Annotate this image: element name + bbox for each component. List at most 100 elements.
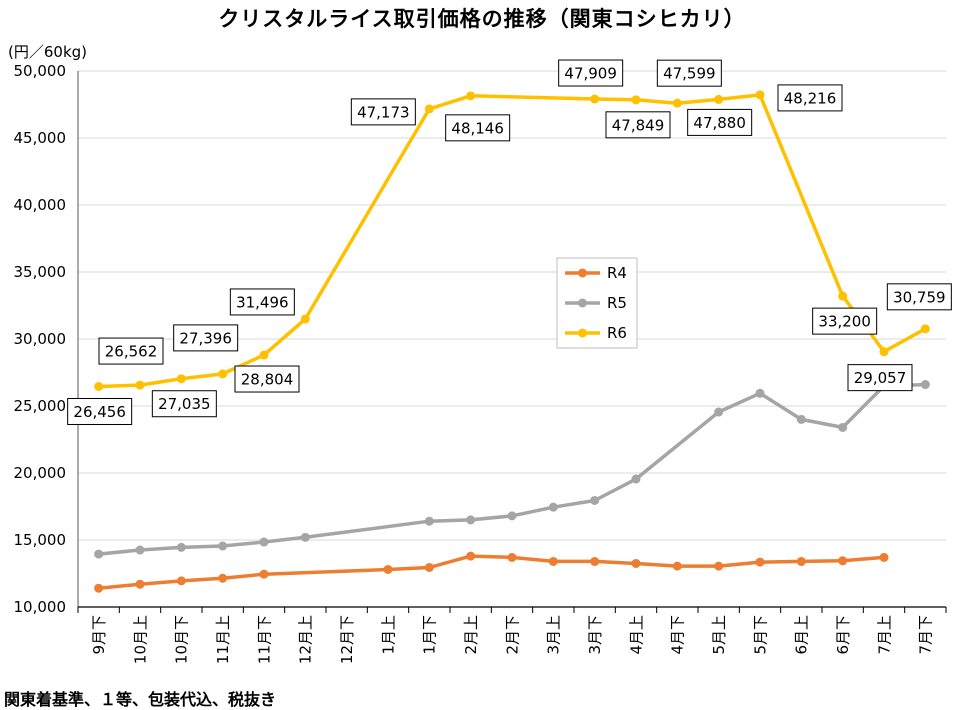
- x-tick-label: 2月上: [462, 615, 480, 655]
- data-point-R6: [755, 90, 765, 100]
- data-point-R6: [259, 350, 269, 360]
- x-tick-label: 10月上: [131, 615, 149, 664]
- data-point-R6: [176, 374, 186, 384]
- data-label-box: [350, 98, 416, 126]
- x-tick-label: 4月上: [627, 615, 645, 655]
- data-label-text: 29,057: [854, 369, 907, 387]
- data-point-R5: [631, 474, 641, 484]
- data-point-R4: [383, 564, 393, 574]
- data-label: 47,909: [558, 59, 624, 87]
- data-label: 30,759: [886, 283, 952, 311]
- x-tick-label: 1月下: [421, 615, 439, 655]
- x-tick-label: 2月下: [503, 615, 521, 655]
- data-point-R4: [796, 556, 806, 566]
- data-label-box: [173, 324, 239, 352]
- data-point-R6: [672, 98, 682, 108]
- data-label-text: 47,909: [564, 65, 617, 83]
- data-labels: 26,456 26,562 27,035 27,396 28,804 31,496 47,1…: [67, 59, 952, 425]
- x-tick-label: 11月上: [214, 615, 232, 664]
- x-tick-label: 12月上: [297, 615, 315, 664]
- legend-label: R4: [607, 264, 627, 282]
- x-tick-label: 6月上: [793, 615, 811, 655]
- data-label: 47,173: [350, 98, 416, 126]
- data-point-R5: [424, 516, 434, 526]
- legend-item-R5: R5: [565, 294, 627, 312]
- legend-item-R4: R4: [565, 264, 627, 282]
- data-label: 27,396: [173, 324, 239, 352]
- data-point-R5: [796, 414, 806, 424]
- series-R4: [94, 551, 889, 593]
- data-label-box: [234, 365, 300, 393]
- data-label-text: 26,562: [105, 343, 158, 361]
- data-label-text: 28,804: [241, 371, 294, 389]
- data-point-R6: [300, 314, 310, 324]
- data-label-text: 27,035: [158, 395, 211, 413]
- y-tick-label: 50,000: [14, 62, 67, 80]
- x-tick-label: 10月下: [173, 615, 191, 664]
- data-label-box: [151, 390, 217, 418]
- legend-label: R5: [607, 294, 627, 312]
- y-tick-label: 20,000: [14, 464, 67, 482]
- y-tick-label: 30,000: [14, 330, 67, 348]
- data-label-text: 33,200: [818, 313, 871, 331]
- data-point-R4: [466, 551, 476, 561]
- data-point-R5: [507, 511, 517, 521]
- data-point-R5: [218, 541, 228, 551]
- data-point-R6: [920, 324, 930, 334]
- data-label-text: 27,396: [179, 329, 232, 347]
- gridlines: [78, 70, 946, 541]
- data-point-R4: [259, 569, 269, 579]
- data-label-box: [777, 84, 843, 112]
- axes: 10,000 15,000 20,000 25,000 30,000 35,000 40,0…: [14, 62, 947, 664]
- data-point-R4: [424, 562, 434, 572]
- data-label: 48,146: [445, 114, 511, 142]
- x-tick-label: 9月下: [90, 615, 108, 655]
- data-point-R5: [755, 388, 765, 398]
- data-point-R5: [920, 380, 930, 390]
- data-point-R5: [590, 495, 600, 505]
- data-label-box: [98, 337, 164, 365]
- legend-marker-swatch: [578, 268, 587, 278]
- footnote: 関東着基準、１等、包装代込、税抜き: [4, 690, 277, 709]
- data-label-box: [886, 283, 952, 311]
- data-label-box: [687, 108, 753, 136]
- data-label: 26,456: [67, 397, 133, 425]
- data-point-R6: [466, 91, 476, 101]
- data-label-text: 47,173: [357, 103, 410, 121]
- data-label-text: 31,496: [236, 293, 289, 311]
- series-line-R4: [96, 554, 886, 590]
- data-label: 29,057: [847, 364, 913, 392]
- data-label: 47,599: [656, 59, 722, 87]
- data-point-R5: [714, 407, 724, 417]
- data-point-R4: [714, 561, 724, 571]
- series-R6: [94, 90, 930, 391]
- y-tick-label: 40,000: [14, 196, 67, 214]
- x-tick-label: 12月下: [338, 615, 356, 664]
- data-point-R4: [135, 579, 145, 589]
- series-layer: [94, 90, 930, 593]
- data-point-R6: [714, 94, 724, 104]
- data-label-text: 30,759: [893, 288, 946, 306]
- data-point-R5: [135, 545, 145, 555]
- data-point-R6: [590, 94, 600, 104]
- series-R5: [94, 380, 930, 559]
- data-point-R5: [466, 515, 476, 525]
- data-label-text: 48,216: [784, 89, 837, 107]
- x-tick-label: 11月下: [255, 615, 273, 664]
- data-label: 47,849: [605, 111, 671, 139]
- data-point-R4: [755, 557, 765, 567]
- data-point-R5: [176, 542, 186, 552]
- y-tick-label: 45,000: [14, 129, 67, 147]
- data-point-R4: [590, 556, 600, 566]
- data-label-text: 47,849: [612, 116, 665, 134]
- data-point-R6: [879, 347, 889, 357]
- data-point-R6: [218, 369, 228, 379]
- y-tick-label: 35,000: [14, 263, 67, 281]
- data-label-text: 26,456: [73, 403, 126, 421]
- x-tick-label: 7月下: [917, 615, 935, 655]
- data-label: 28,804: [234, 365, 300, 393]
- data-point-R5: [300, 532, 310, 542]
- legend-label: R6: [607, 324, 627, 342]
- data-point-R6: [838, 291, 848, 301]
